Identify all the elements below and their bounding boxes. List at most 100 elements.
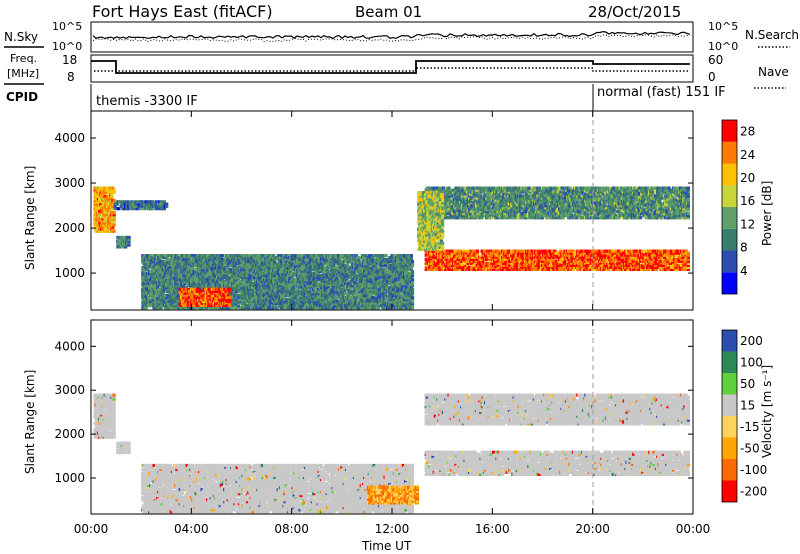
range-cell — [153, 258, 157, 262]
range-cell — [117, 207, 121, 211]
range-cell — [277, 258, 281, 262]
range-cell — [215, 284, 219, 288]
range-cell — [218, 260, 222, 264]
range-cell — [314, 256, 318, 260]
range-cell — [292, 304, 296, 308]
range-cell — [245, 292, 250, 296]
range-cell — [228, 262, 232, 266]
range-cell — [145, 290, 149, 294]
range-cell — [165, 276, 169, 280]
range-cell — [273, 286, 277, 290]
range-cell — [263, 286, 267, 290]
range-cell — [149, 270, 153, 274]
range-cell — [267, 298, 271, 302]
range-cell — [303, 284, 308, 288]
range-cell — [323, 260, 327, 264]
range-cell — [165, 278, 169, 282]
range-cell — [250, 300, 254, 304]
range-cell — [307, 296, 311, 300]
range-cell — [285, 292, 289, 296]
range-cell — [245, 262, 250, 266]
range-cell — [255, 298, 259, 302]
range-cell — [316, 288, 320, 292]
range-cell — [273, 272, 277, 276]
range-cell — [324, 302, 328, 306]
range-cell — [384, 254, 388, 258]
range-cell — [313, 272, 317, 276]
range-cell — [268, 274, 272, 278]
range-cell — [311, 278, 316, 282]
range-cell — [145, 268, 149, 272]
range-cell — [168, 306, 172, 310]
range-cell — [112, 211, 116, 215]
range-cell — [154, 304, 158, 308]
range-cell — [141, 280, 145, 284]
range-cell — [251, 262, 255, 266]
range-cell — [207, 272, 211, 276]
range-cell — [303, 292, 308, 296]
range-cell — [142, 270, 146, 274]
range-cell — [212, 276, 217, 280]
range-cell — [117, 243, 121, 247]
range-cell — [240, 280, 244, 284]
range-cell — [243, 272, 247, 276]
range-cell — [317, 278, 321, 282]
range-cell — [168, 266, 172, 270]
range-cell — [95, 192, 99, 196]
range-cell — [228, 286, 232, 290]
range-cell — [111, 221, 115, 225]
range-cell — [157, 288, 161, 292]
range-cell — [153, 296, 157, 300]
range-cell — [325, 300, 329, 304]
range-cell — [181, 256, 185, 260]
range-cell — [127, 239, 131, 243]
range-cell — [226, 276, 230, 280]
range-cell — [184, 256, 188, 260]
range-cell — [191, 286, 195, 290]
range-cell — [325, 260, 329, 264]
range-cell — [277, 278, 281, 282]
range-cell — [231, 282, 235, 286]
range-cell — [208, 266, 212, 270]
range-cell — [283, 288, 287, 292]
range-cell — [165, 284, 169, 288]
range-cell — [314, 300, 318, 304]
range-cell — [260, 296, 264, 300]
range-cell — [220, 258, 224, 262]
range-cell — [158, 262, 162, 266]
range-cell — [201, 256, 205, 260]
range-cell — [237, 276, 242, 280]
range-cell — [203, 254, 207, 258]
range-cell — [288, 260, 292, 264]
range-cell — [308, 262, 312, 266]
range-cell — [313, 264, 317, 268]
range-cell — [110, 196, 114, 200]
range-cell — [276, 272, 280, 276]
range-cell — [244, 304, 248, 308]
range-cell — [204, 306, 209, 310]
range-cell — [192, 262, 196, 266]
range-cell — [273, 260, 277, 264]
range-cell — [208, 264, 212, 268]
range-cell — [249, 258, 253, 262]
range-cell — [282, 262, 286, 266]
range-cell — [243, 256, 247, 260]
range-cell — [142, 296, 146, 300]
range-cell — [150, 294, 154, 298]
range-cell — [191, 254, 195, 258]
range-cell — [216, 258, 220, 262]
range-cell — [94, 205, 98, 209]
range-cell — [148, 304, 152, 308]
range-cell — [225, 272, 229, 276]
range-cell — [127, 237, 131, 241]
range-cell — [163, 270, 168, 274]
range-cell — [247, 272, 251, 276]
range-cell — [116, 245, 120, 249]
range-cell — [325, 272, 329, 276]
range-cell — [288, 300, 292, 304]
range-cell — [110, 194, 114, 198]
range-cell — [166, 290, 170, 294]
range-cell — [165, 202, 169, 206]
range-cell — [160, 256, 164, 260]
range-cell — [144, 302, 148, 306]
